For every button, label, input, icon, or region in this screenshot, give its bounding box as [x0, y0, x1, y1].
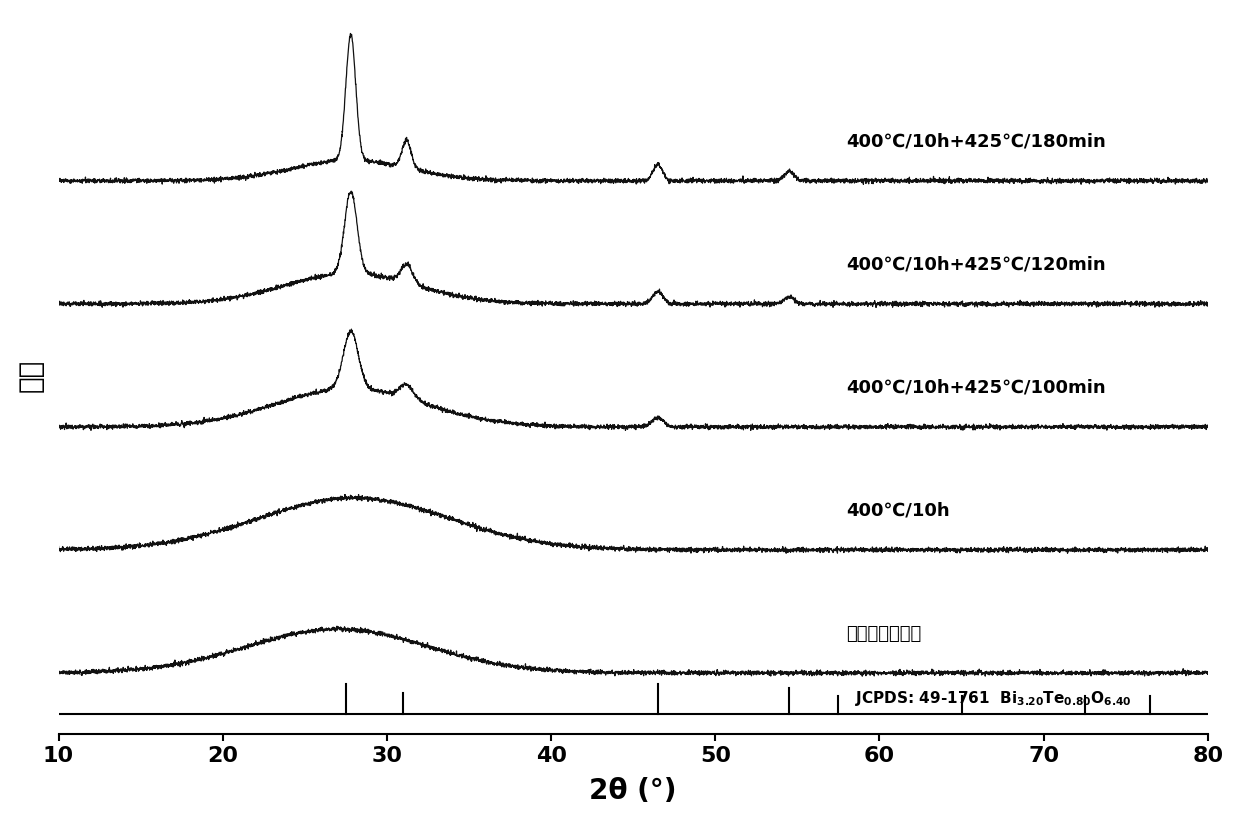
Text: 未经热处理样品: 未经热处理样品 — [847, 625, 921, 643]
Y-axis label: 强度: 强度 — [16, 359, 45, 392]
Text: 400℃/10h+425℃/120min: 400℃/10h+425℃/120min — [847, 256, 1106, 274]
Text: 400℃/10h+425℃/180min: 400℃/10h+425℃/180min — [847, 132, 1106, 150]
Text: 400℃/10h: 400℃/10h — [847, 501, 950, 520]
X-axis label: 2θ (°): 2θ (°) — [589, 778, 677, 806]
Text: JCPDS: 49-1761  $\mathregular{Bi_{3.20}Te_{0.80}O_{6.40}}$: JCPDS: 49-1761 $\mathregular{Bi_{3.20}Te… — [854, 690, 1131, 709]
Text: 400℃/10h+425℃/100min: 400℃/10h+425℃/100min — [847, 379, 1106, 397]
